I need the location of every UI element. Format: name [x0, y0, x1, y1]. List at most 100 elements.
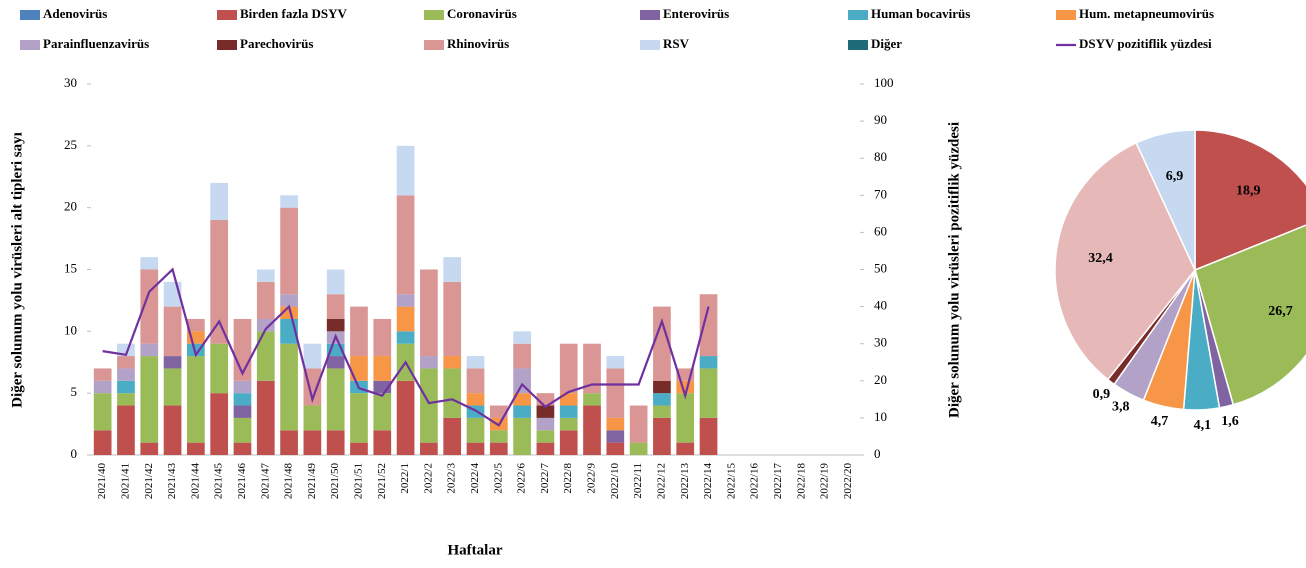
- legend-swatch: [640, 40, 660, 50]
- bar-segment: [396, 294, 415, 307]
- bar-segment: [233, 393, 252, 406]
- bar-segment: [140, 442, 159, 455]
- x-tick-label: 2021/50: [329, 463, 341, 500]
- x-tick-label: 2022/14: [702, 463, 714, 500]
- bar-segment: [93, 380, 112, 394]
- bar-segment: [396, 380, 415, 455]
- bar-segment: [93, 430, 112, 455]
- x-tick-label: 2022/20: [842, 463, 854, 500]
- x-tick-label: 2022/5: [492, 463, 504, 494]
- x-tick-label: 2022/15: [725, 463, 737, 500]
- x-tick-label: 2022/7: [539, 463, 551, 494]
- x-tick-label: 2021/41: [119, 463, 131, 499]
- bar-segment: [373, 393, 392, 431]
- x-tick-label: 2021/40: [96, 463, 108, 500]
- bar-segment: [140, 356, 159, 443]
- legend-label: Enterovirüs: [663, 6, 729, 21]
- legend-swatch: [424, 10, 444, 20]
- bar-segment: [326, 368, 345, 431]
- bar-segment: [466, 393, 485, 406]
- bar-segment: [653, 380, 671, 394]
- bar-segment: [606, 430, 625, 443]
- bar-segment: [559, 417, 578, 431]
- bar-segment: [699, 356, 718, 369]
- bar-segment: [350, 356, 368, 381]
- x-tick-label: 2021/43: [166, 463, 178, 500]
- bar-segment: [326, 294, 345, 319]
- bar-segment: [303, 430, 322, 455]
- bar-segment: [489, 430, 508, 443]
- x-tick-label: 2022/18: [795, 463, 807, 500]
- pie-label: 1,6: [1221, 414, 1239, 429]
- y-tick-label: 10: [64, 322, 77, 337]
- y-tick-label: 0: [71, 446, 78, 461]
- bar-segment: [489, 442, 508, 455]
- bar-segment: [210, 343, 229, 394]
- line-series: [102, 267, 710, 427]
- y-tick-label: 30: [64, 75, 77, 90]
- bar-segment: [396, 306, 415, 332]
- pie-slice: [1194, 129, 1306, 272]
- bar-segment: [606, 417, 625, 431]
- bar-segment: [420, 442, 438, 455]
- y2-tick-label: 50: [874, 260, 887, 275]
- x-tick-label: 2022/8: [562, 463, 574, 494]
- x-tick-label: 2022/4: [469, 463, 481, 494]
- legend-swatch: [424, 40, 444, 50]
- bar-segment: [443, 281, 462, 357]
- pie-label: 6,9: [1166, 169, 1184, 184]
- bar-segment: [676, 393, 695, 443]
- x-tick-label: 2021/45: [213, 463, 225, 500]
- pie-label: 4,7: [1151, 414, 1169, 429]
- y2-tick-label: 100: [874, 75, 894, 90]
- bar-segment: [420, 368, 438, 443]
- bar-segment: [513, 343, 531, 369]
- bar-segment: [443, 368, 462, 418]
- bar-segment: [210, 393, 229, 455]
- bar-segment: [536, 442, 555, 455]
- y2-tick-label: 80: [874, 149, 887, 164]
- bar-segment: [653, 393, 671, 406]
- pie-label: 32,4: [1088, 251, 1113, 266]
- x-tick-label: 2021/46: [236, 463, 248, 500]
- x-tick-label: 2021/51: [353, 463, 365, 499]
- bar-segment: [256, 281, 275, 319]
- y-tick-label: 20: [64, 199, 77, 214]
- bar-segment: [536, 405, 555, 418]
- bar-segment: [233, 442, 252, 455]
- bar-segment: [350, 306, 368, 357]
- bar-segment: [513, 405, 531, 418]
- x-tick-label: 2022/2: [422, 463, 434, 494]
- bar-segment: [583, 393, 601, 406]
- bar-segment: [699, 294, 718, 357]
- legend-label: Coronavirüs: [447, 6, 517, 21]
- pie-label: 26,7: [1268, 304, 1293, 319]
- bar-segment: [350, 393, 368, 443]
- bar-segment: [420, 356, 438, 369]
- bar-segment: [466, 417, 485, 443]
- bar-segment: [326, 430, 345, 455]
- legend-label: Human bocavirüs: [871, 6, 970, 21]
- pie-slice: [1135, 129, 1196, 271]
- bar-segment: [233, 380, 252, 394]
- bar-segment: [606, 368, 625, 418]
- bar-segment: [513, 393, 531, 406]
- bar-segment: [396, 331, 415, 344]
- x-tick-label: 2022/3: [446, 463, 458, 494]
- y2-tick-label: 60: [874, 223, 887, 238]
- x-tick-label: 2022/6: [516, 463, 528, 494]
- x-tick-label: 2021/49: [306, 463, 318, 500]
- bar-segment: [396, 195, 415, 295]
- bar-segment: [256, 380, 275, 455]
- bar-segment: [653, 306, 671, 381]
- bar-segment: [420, 269, 438, 357]
- bar-segment: [163, 356, 182, 369]
- bar-segment: [256, 318, 275, 332]
- bar-segment: [559, 393, 578, 406]
- x-axis-title: Haftalar: [448, 542, 503, 558]
- bar-segment: [513, 331, 531, 344]
- bar-segment: [280, 343, 298, 431]
- bar-segment: [256, 269, 275, 282]
- bar-segment: [326, 356, 345, 369]
